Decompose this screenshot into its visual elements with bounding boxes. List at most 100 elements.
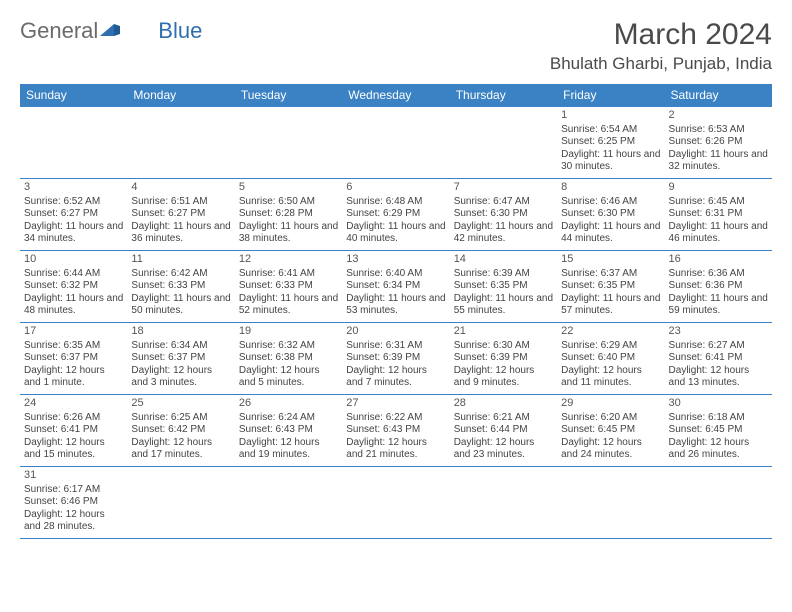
calendar-cell [665, 467, 772, 539]
sunset-text: Sunset: 6:38 PM [239, 352, 338, 365]
calendar-cell: 21Sunrise: 6:30 AMSunset: 6:39 PMDayligh… [450, 323, 557, 395]
calendar-cell [235, 107, 342, 179]
sunrise-text: Sunrise: 6:41 AM [239, 268, 338, 281]
calendar-cell: 7Sunrise: 6:47 AMSunset: 6:30 PMDaylight… [450, 179, 557, 251]
day-number: 19 [239, 325, 338, 339]
daylight-text: Daylight: 12 hours and 21 minutes. [346, 437, 445, 462]
day-number: 29 [561, 397, 660, 411]
sunset-text: Sunset: 6:42 PM [131, 424, 230, 437]
sunset-text: Sunset: 6:37 PM [131, 352, 230, 365]
day-number: 7 [454, 181, 553, 195]
daylight-text: Daylight: 12 hours and 7 minutes. [346, 365, 445, 390]
sunrise-text: Sunrise: 6:20 AM [561, 412, 660, 425]
sunset-text: Sunset: 6:44 PM [454, 424, 553, 437]
daylight-text: Daylight: 12 hours and 15 minutes. [24, 437, 123, 462]
daylight-text: Daylight: 12 hours and 1 minute. [24, 365, 123, 390]
sunrise-text: Sunrise: 6:34 AM [131, 340, 230, 353]
sunset-text: Sunset: 6:35 PM [561, 280, 660, 293]
sunrise-text: Sunrise: 6:48 AM [346, 196, 445, 209]
sunrise-text: Sunrise: 6:25 AM [131, 412, 230, 425]
calendar-cell [127, 107, 234, 179]
sunrise-text: Sunrise: 6:35 AM [24, 340, 123, 353]
day-header: Wednesday [342, 84, 449, 107]
day-number: 3 [24, 181, 123, 195]
calendar-week: 10Sunrise: 6:44 AMSunset: 6:32 PMDayligh… [20, 251, 772, 323]
sunset-text: Sunset: 6:46 PM [24, 496, 123, 509]
flag-icon [100, 18, 120, 44]
sunset-text: Sunset: 6:26 PM [669, 136, 768, 149]
calendar-cell: 20Sunrise: 6:31 AMSunset: 6:39 PMDayligh… [342, 323, 449, 395]
calendar-cell: 31Sunrise: 6:17 AMSunset: 6:46 PMDayligh… [20, 467, 127, 539]
sunrise-text: Sunrise: 6:22 AM [346, 412, 445, 425]
sunrise-text: Sunrise: 6:17 AM [24, 484, 123, 497]
day-number: 23 [669, 325, 768, 339]
sunset-text: Sunset: 6:40 PM [561, 352, 660, 365]
calendar-cell: 11Sunrise: 6:42 AMSunset: 6:33 PMDayligh… [127, 251, 234, 323]
calendar-cell: 13Sunrise: 6:40 AMSunset: 6:34 PMDayligh… [342, 251, 449, 323]
day-number: 9 [669, 181, 768, 195]
sunset-text: Sunset: 6:36 PM [669, 280, 768, 293]
calendar-cell [342, 107, 449, 179]
calendar-cell [20, 107, 127, 179]
day-number: 13 [346, 253, 445, 267]
sunset-text: Sunset: 6:43 PM [239, 424, 338, 437]
day-number: 15 [561, 253, 660, 267]
calendar-cell: 23Sunrise: 6:27 AMSunset: 6:41 PMDayligh… [665, 323, 772, 395]
daylight-text: Daylight: 12 hours and 23 minutes. [454, 437, 553, 462]
day-number: 8 [561, 181, 660, 195]
calendar-cell: 3Sunrise: 6:52 AMSunset: 6:27 PMDaylight… [20, 179, 127, 251]
sunset-text: Sunset: 6:30 PM [454, 208, 553, 221]
sunset-text: Sunset: 6:29 PM [346, 208, 445, 221]
day-number: 28 [454, 397, 553, 411]
sunrise-text: Sunrise: 6:37 AM [561, 268, 660, 281]
sunrise-text: Sunrise: 6:53 AM [669, 124, 768, 137]
calendar-cell: 28Sunrise: 6:21 AMSunset: 6:44 PMDayligh… [450, 395, 557, 467]
day-number: 16 [669, 253, 768, 267]
day-number: 10 [24, 253, 123, 267]
sunset-text: Sunset: 6:45 PM [561, 424, 660, 437]
daylight-text: Daylight: 11 hours and 48 minutes. [24, 293, 123, 318]
calendar-cell [235, 467, 342, 539]
page-title: March 2024 [550, 18, 772, 52]
calendar-cell [450, 107, 557, 179]
day-number: 6 [346, 181, 445, 195]
daylight-text: Daylight: 11 hours and 50 minutes. [131, 293, 230, 318]
sunrise-text: Sunrise: 6:27 AM [669, 340, 768, 353]
calendar-cell: 18Sunrise: 6:34 AMSunset: 6:37 PMDayligh… [127, 323, 234, 395]
calendar-week: 31Sunrise: 6:17 AMSunset: 6:46 PMDayligh… [20, 467, 772, 539]
day-number: 2 [669, 109, 768, 123]
day-number: 5 [239, 181, 338, 195]
calendar-table: SundayMondayTuesdayWednesdayThursdayFrid… [20, 84, 772, 539]
day-number: 18 [131, 325, 230, 339]
page-header: General Blue March 2024 Bhulath Gharbi, … [20, 18, 772, 74]
sunset-text: Sunset: 6:34 PM [346, 280, 445, 293]
day-number: 25 [131, 397, 230, 411]
daylight-text: Daylight: 11 hours and 30 minutes. [561, 149, 660, 174]
sunrise-text: Sunrise: 6:50 AM [239, 196, 338, 209]
day-header: Sunday [20, 84, 127, 107]
calendar-cell: 14Sunrise: 6:39 AMSunset: 6:35 PMDayligh… [450, 251, 557, 323]
calendar-cell: 5Sunrise: 6:50 AMSunset: 6:28 PMDaylight… [235, 179, 342, 251]
calendar-cell: 10Sunrise: 6:44 AMSunset: 6:32 PMDayligh… [20, 251, 127, 323]
calendar-cell: 9Sunrise: 6:45 AMSunset: 6:31 PMDaylight… [665, 179, 772, 251]
calendar-header-row: SundayMondayTuesdayWednesdayThursdayFrid… [20, 84, 772, 107]
calendar-cell: 6Sunrise: 6:48 AMSunset: 6:29 PMDaylight… [342, 179, 449, 251]
calendar-cell: 25Sunrise: 6:25 AMSunset: 6:42 PMDayligh… [127, 395, 234, 467]
calendar-week: 3Sunrise: 6:52 AMSunset: 6:27 PMDaylight… [20, 179, 772, 251]
day-number: 24 [24, 397, 123, 411]
sunset-text: Sunset: 6:33 PM [131, 280, 230, 293]
calendar-cell: 2Sunrise: 6:53 AMSunset: 6:26 PMDaylight… [665, 107, 772, 179]
daylight-text: Daylight: 12 hours and 9 minutes. [454, 365, 553, 390]
sunset-text: Sunset: 6:27 PM [24, 208, 123, 221]
sunrise-text: Sunrise: 6:26 AM [24, 412, 123, 425]
day-number: 14 [454, 253, 553, 267]
sunrise-text: Sunrise: 6:40 AM [346, 268, 445, 281]
daylight-text: Daylight: 11 hours and 46 minutes. [669, 221, 768, 246]
calendar-cell [557, 467, 664, 539]
sunrise-text: Sunrise: 6:29 AM [561, 340, 660, 353]
daylight-text: Daylight: 11 hours and 40 minutes. [346, 221, 445, 246]
sunset-text: Sunset: 6:35 PM [454, 280, 553, 293]
sunrise-text: Sunrise: 6:44 AM [24, 268, 123, 281]
sunset-text: Sunset: 6:31 PM [669, 208, 768, 221]
day-number: 20 [346, 325, 445, 339]
